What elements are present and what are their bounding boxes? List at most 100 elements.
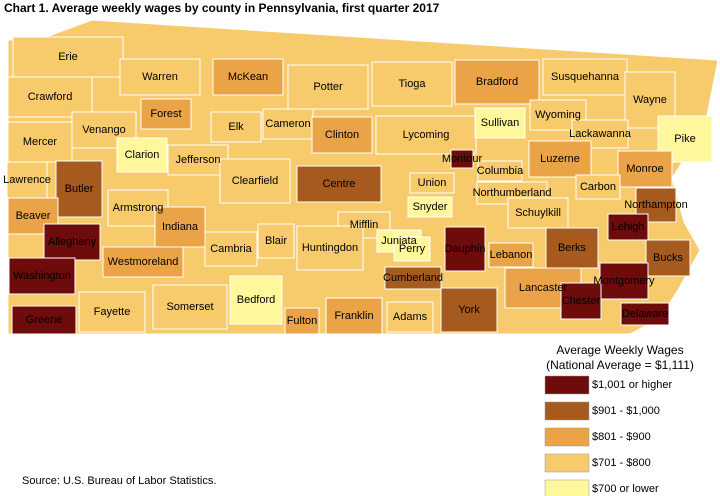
county [296, 225, 364, 271]
county [167, 144, 229, 176]
county [284, 307, 320, 335]
legend-label: $1,001 or higher [592, 379, 672, 391]
county-label: Wyoming [535, 109, 581, 121]
legend-label: $700 or lower [592, 483, 659, 495]
county [560, 282, 602, 320]
county-label: Greene [26, 314, 63, 326]
county [450, 149, 474, 169]
county-label: Pike [674, 133, 695, 145]
county [444, 226, 486, 272]
county-label: Carbon [580, 181, 616, 193]
source: Source: U.S. Bureau of Labor Statistics. [22, 475, 216, 487]
county-label: Venango [82, 124, 125, 136]
county [325, 297, 383, 335]
county [140, 98, 192, 130]
county-label: Mercer [23, 136, 58, 148]
county [620, 302, 670, 326]
county [71, 111, 137, 149]
county-label: Cambria [210, 243, 252, 255]
county-label: Wayne [633, 94, 667, 106]
county-label: Franklin [334, 310, 373, 322]
county-label: Tioga [398, 78, 426, 90]
county-label: Lebanon [490, 249, 533, 261]
county [11, 305, 77, 335]
county [43, 223, 101, 261]
county [528, 140, 592, 178]
county-label: Somerset [166, 301, 213, 313]
county [116, 137, 168, 173]
county-label: Northumberland [473, 187, 552, 199]
county [575, 174, 621, 200]
county [229, 275, 283, 325]
county-label: Perry [399, 243, 426, 255]
county [257, 223, 295, 259]
county-label: Dauphin [445, 243, 486, 255]
county [393, 236, 431, 262]
county [78, 291, 146, 333]
county-label: Butler [65, 183, 94, 195]
county [102, 246, 184, 278]
legend-subtitle: (National Average = $1,111) [546, 358, 694, 372]
legend-title: Average Weekly Wages [556, 343, 683, 357]
county [477, 160, 523, 182]
legend-swatch [544, 401, 590, 421]
county [386, 301, 434, 333]
county-label: Indiana [162, 221, 199, 233]
county [645, 239, 691, 277]
county-label: Washington [13, 270, 71, 282]
county-label: Chester [562, 295, 601, 307]
county-label: Fayette [94, 306, 131, 318]
chart-title: Chart 1. Average weekly wages by county … [4, 1, 440, 15]
county-label: Beaver [16, 210, 51, 222]
county [219, 158, 291, 204]
county [154, 206, 206, 248]
county [542, 58, 628, 96]
county [7, 76, 93, 118]
county-label: Luzerne [540, 153, 580, 165]
county [311, 116, 373, 154]
county-label: Bedford [237, 294, 276, 306]
county [488, 242, 534, 268]
county-label: Allegheny [48, 236, 97, 248]
county [545, 227, 599, 269]
county [6, 161, 48, 199]
county [454, 59, 540, 105]
county-label: Lancaster [519, 282, 568, 294]
county [607, 213, 649, 241]
legend-swatch [544, 479, 590, 496]
county-label: Jefferson [175, 154, 220, 166]
county-label: Snyder [413, 201, 448, 213]
county-label: Fulton [287, 315, 318, 327]
county [119, 58, 201, 96]
county-label: Lehigh [611, 221, 644, 233]
county-label: Lackawanna [569, 128, 632, 140]
county-label: Delaware [622, 308, 668, 320]
county [407, 196, 453, 218]
county [599, 262, 649, 300]
county-label: Centre [322, 178, 355, 190]
county-label: Schuylkill [515, 207, 561, 219]
county [55, 160, 103, 218]
county [262, 108, 314, 140]
county [12, 36, 124, 78]
legend-swatch [544, 453, 590, 473]
county-label: Berks [558, 242, 587, 254]
county-label: York [458, 304, 480, 316]
county-label: Huntingdon [302, 242, 358, 254]
legend-swatch [544, 427, 590, 447]
county-label: Blair [265, 235, 287, 247]
legend-label: $801 - $900 [592, 431, 651, 443]
county-label: McKean [228, 71, 268, 83]
county-label: Cameron [265, 118, 310, 130]
county-label: Forest [150, 108, 181, 120]
county-label: Juniata [381, 235, 417, 247]
county [296, 165, 382, 203]
county [7, 197, 59, 235]
county [474, 107, 526, 139]
county-label: Elk [228, 121, 244, 133]
county [210, 111, 262, 143]
legend-swatch [544, 375, 590, 395]
county-label: Westmoreland [108, 256, 179, 268]
county-label: Northampton [624, 199, 688, 211]
